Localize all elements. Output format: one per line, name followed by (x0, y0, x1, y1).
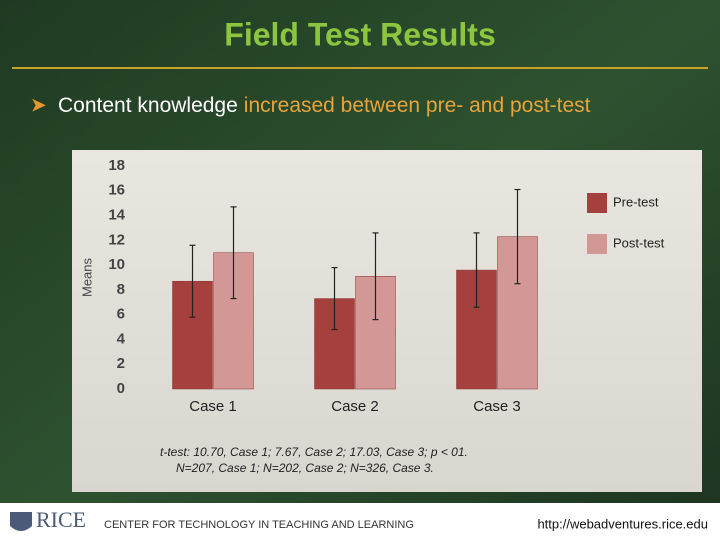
error-bar (514, 188, 521, 285)
y-tick-label: 6 (117, 306, 125, 323)
footer-url: http://webadventures.rice.edu (537, 516, 708, 531)
legend-label: Pre-test (613, 194, 659, 209)
error-bar (372, 232, 379, 321)
logo-text: RICE (36, 507, 86, 532)
y-tick-label: 18 (108, 157, 125, 174)
error-bar (331, 266, 338, 331)
x-tick-label: Case 3 (473, 398, 521, 415)
y-tick-label: 10 (108, 256, 125, 273)
bullet-text: increased between pre- and post-test (244, 94, 591, 117)
footer-bar (0, 503, 720, 540)
y-tick-label: 12 (108, 231, 125, 248)
footer-center: CENTER FOR TECHNOLOGY IN TEACHING AND LE… (104, 519, 414, 531)
y-tick-label: 16 (108, 182, 125, 199)
error-bar (230, 206, 237, 300)
y-axis-label: Means (79, 257, 94, 297)
slide-title: Field Test Results (224, 16, 495, 52)
x-tick-label: Case 2 (331, 398, 379, 415)
bullet-arrow: ➤ (30, 94, 47, 116)
y-tick-label: 14 (108, 207, 125, 224)
y-tick-label: 2 (117, 355, 125, 372)
footnote: t-test: 10.70, Case 1; 7.67, Case 2; 17.… (160, 445, 468, 459)
legend-swatch (587, 234, 607, 254)
y-tick-label: 8 (117, 281, 125, 298)
error-bar (189, 244, 196, 318)
x-tick-label: Case 1 (189, 398, 237, 415)
bullet-text: Content knowledge (58, 94, 238, 117)
error-bar (473, 232, 480, 308)
bullet: Content knowledge increased between pre- … (58, 94, 591, 117)
y-tick-label: 4 (117, 330, 126, 347)
y-tick-label: 0 (117, 380, 125, 397)
legend-swatch (587, 193, 607, 213)
legend-label: Post-test (613, 235, 665, 250)
bar (314, 298, 355, 390)
logo-shield (10, 512, 32, 531)
footnote: N=207, Case 1; N=202, Case 2; N=326, Cas… (176, 461, 434, 475)
